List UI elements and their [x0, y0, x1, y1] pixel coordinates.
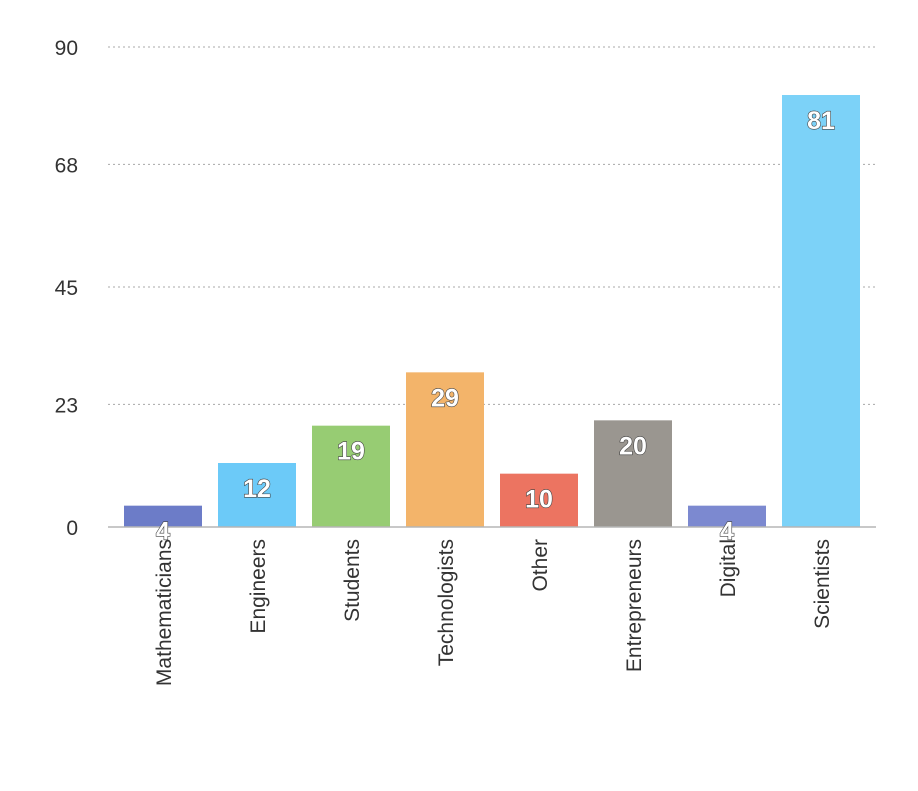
bar-mathematicians	[124, 505, 202, 527]
x-tick-label-students: Students	[341, 539, 364, 622]
data-label-students: 19	[337, 438, 365, 466]
data-label-entrepreneurs: 20	[619, 432, 647, 460]
x-tick-label-digital: Digital	[717, 539, 740, 597]
y-axis-ticks: 0 23 45 68 90	[55, 37, 78, 540]
y-tick-label: 68	[55, 154, 78, 177]
x-tick-label-mathematicians: Mathematicians	[153, 539, 176, 686]
bar-students	[312, 425, 390, 527]
x-tick-label-technologists: Technologists	[435, 539, 458, 666]
y-tick-label: 45	[55, 277, 78, 300]
data-label-technologists: 29	[431, 384, 459, 412]
data-label-other: 10	[525, 486, 553, 514]
y-tick-label: 23	[55, 394, 78, 417]
bar-other	[500, 473, 578, 527]
data-labels: 4 12 19 29 10 20 4 81	[155, 106, 835, 546]
gridlines	[108, 46, 876, 405]
data-label-scientists: 81	[807, 107, 835, 135]
y-tick-label: 0	[66, 517, 78, 540]
data-label-engineers: 12	[243, 475, 271, 503]
bar-engineers	[218, 463, 296, 527]
bar-scientists	[782, 95, 860, 527]
data-label-digital: 4	[720, 518, 734, 546]
y-tick-label: 90	[55, 37, 78, 60]
x-tick-label-other: Other	[529, 539, 552, 592]
x-tick-label-engineers: Engineers	[247, 539, 270, 634]
bars	[124, 95, 860, 527]
x-axis-ticks: Mathematicians Engineers Students Technolog…	[153, 539, 834, 686]
x-tick-label-scientists: Scientists	[811, 539, 834, 629]
bar-technologists	[406, 372, 484, 527]
x-tick-label-entrepreneurs: Entrepreneurs	[623, 539, 646, 672]
data-label-mathematicians: 4	[156, 518, 170, 546]
bar-entrepreneurs	[594, 420, 672, 527]
bar-digital	[688, 505, 766, 527]
